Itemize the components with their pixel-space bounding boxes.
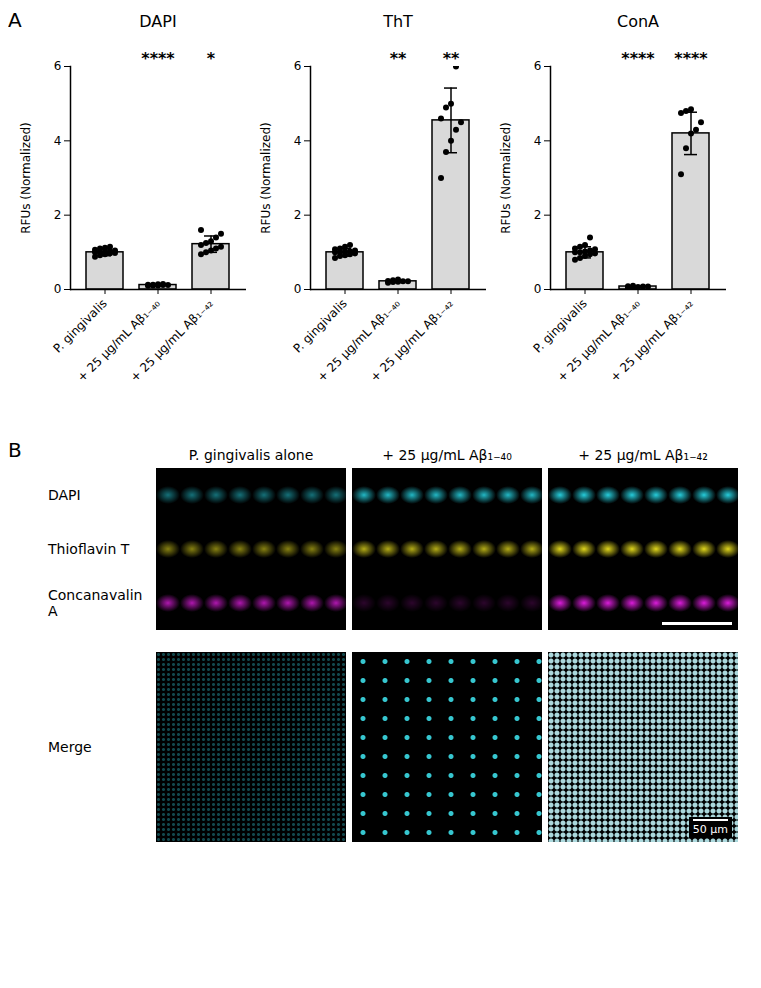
svg-text:2: 2 <box>294 208 302 222</box>
svg-text:0: 0 <box>294 282 302 296</box>
html-text:ConA: ConA <box>617 12 659 31</box>
html-text:50 µm: 50 µm <box>692 823 728 836</box>
svg-text:+ 25 µg/mL Aβ₁₋₄₀: + 25 µg/mL Aβ₁₋₄₀ <box>314 296 403 385</box>
html-text:P. gingivalis alone: P. gingivalis alone <box>188 447 314 463</box>
svg-text:**: ** <box>443 49 460 68</box>
svg-text:6: 6 <box>294 59 302 73</box>
svg-text:****: **** <box>141 49 175 68</box>
svg-text:0: 0 <box>54 282 62 296</box>
html-text:B: B <box>8 438 22 462</box>
svg-text:+ 25 µg/mL Aβ₁₋₄₀: + 25 µg/mL Aβ₁₋₄₀ <box>554 296 643 385</box>
svg-text:RFUs (Normalized): RFUs (Normalized) <box>499 122 513 234</box>
svg-text:P. gingivalis: P. gingivalis <box>51 296 110 355</box>
svg-text:****: **** <box>674 49 708 68</box>
svg-text:+ 25 µg/mL Aβ₁₋₄₀: + 25 µg/mL Aβ₁₋₄₀ <box>74 296 163 385</box>
html-text:ThT: ThT <box>383 12 413 31</box>
html-text:+ 25 µg/mL Aβ₁₋₄₂: + 25 µg/mL Aβ₁₋₄₂ <box>578 447 708 463</box>
svg-text:2: 2 <box>54 208 62 222</box>
svg-text:6: 6 <box>54 59 62 73</box>
svg-text:+ 25 µg/mL Aβ₁₋₄₂: + 25 µg/mL Aβ₁₋₄₂ <box>607 296 696 385</box>
html-text:+ 25 µg/mL Aβ₁₋₄₀: + 25 µg/mL Aβ₁₋₄₀ <box>382 447 512 463</box>
html-text:DAPI: DAPI <box>139 12 177 31</box>
svg-text:****: **** <box>621 49 655 68</box>
html-text:Concanavalin A: Concanavalin A <box>48 587 143 619</box>
svg-text:**: ** <box>390 49 407 68</box>
html-text:Merge: Merge <box>48 739 92 755</box>
svg-text:6: 6 <box>534 59 542 73</box>
svg-text:4: 4 <box>54 134 62 148</box>
svg-text:0: 0 <box>534 282 542 296</box>
svg-text:+ 25 µg/mL Aβ₁₋₄₂: + 25 µg/mL Aβ₁₋₄₂ <box>367 296 456 385</box>
html-text:A: A <box>8 8 22 32</box>
svg-text:+ 25 µg/mL Aβ₁₋₄₂: + 25 µg/mL Aβ₁₋₄₂ <box>127 296 216 385</box>
svg-text:RFUs (Normalized): RFUs (Normalized) <box>19 122 33 234</box>
svg-text:*: * <box>207 49 216 68</box>
svg-text:4: 4 <box>294 134 302 148</box>
svg-text:RFUs (Normalized): RFUs (Normalized) <box>259 122 273 234</box>
html-text:Thioflavin T: Thioflavin T <box>48 541 130 557</box>
svg-text:2: 2 <box>534 208 542 222</box>
svg-text:P. gingivalis: P. gingivalis <box>291 296 350 355</box>
html-text:DAPI: DAPI <box>48 487 81 503</box>
svg-text:P. gingivalis: P. gingivalis <box>531 296 590 355</box>
svg-text:4: 4 <box>534 134 542 148</box>
